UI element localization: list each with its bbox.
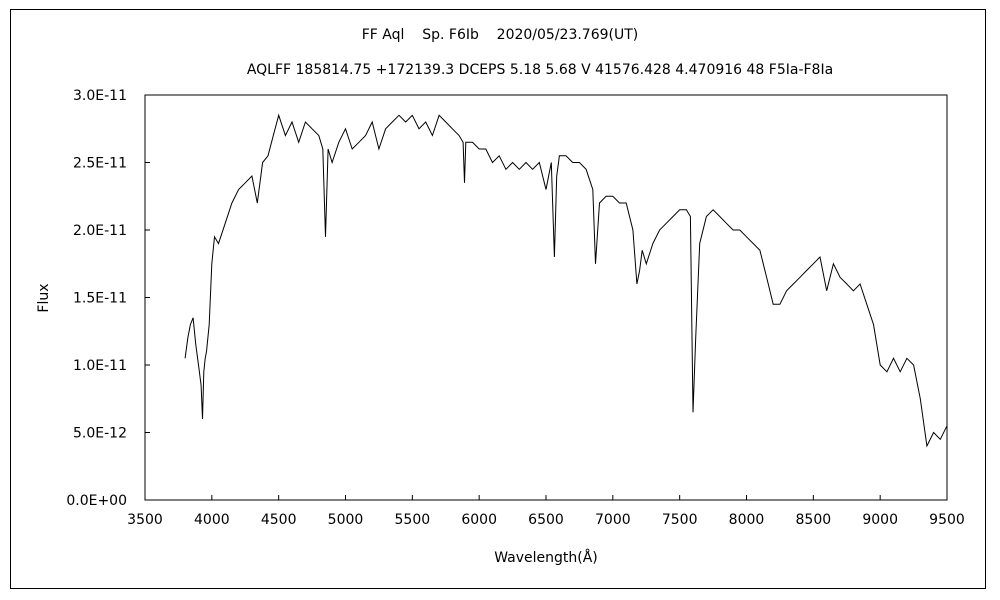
y-tick-label: 5.0E-12 (73, 426, 127, 442)
y-axis-label: Flux (36, 283, 52, 312)
x-tick-label: 4000 (194, 512, 230, 528)
y-axis: 0.0E+00 5.0E-12 1.0E-11 1.5E-11 2.0E-11 2.5E-… (66, 88, 150, 509)
chart-subtitle: AQLFF 185814.75 +172139.3 DCEPS 5.18 5.6… (246, 62, 834, 78)
y-tick-label: 2.5E-11 (73, 156, 127, 172)
y-tick-label: 3.0E-11 (73, 88, 127, 104)
x-tick-label: 4500 (261, 512, 297, 528)
chart-title: FF Aql Sp. F6Ib 2020/05/23.769(UT) (361, 27, 639, 43)
x-axis: 3500 4000 4500 5000 5500 6000 6500 7000 7500 8000… (127, 495, 965, 528)
x-tick-label: 8500 (796, 512, 832, 528)
spectrum-line (184, 113, 948, 448)
chart-frame (10, 9, 986, 589)
y-tick-label: 2.0E-11 (73, 223, 127, 239)
y-tick-label: 1.5E-11 (73, 291, 127, 307)
x-tick-label: 5000 (328, 512, 364, 528)
x-tick-label: 9500 (929, 512, 965, 528)
x-tick-label: 6000 (461, 512, 497, 528)
x-tick-label: 6500 (528, 512, 564, 528)
x-tick-label: 7000 (595, 512, 631, 528)
plot-area (144, 94, 948, 501)
x-tick-label: 7500 (662, 512, 698, 528)
x-tick-label: 3500 (127, 512, 163, 528)
y-tick-label: 1.0E-11 (73, 358, 127, 374)
y-tick-label: 0.0E+00 (66, 493, 127, 509)
x-axis-label: Wavelength(Å) (494, 549, 598, 566)
x-tick-label: 9000 (862, 512, 898, 528)
x-tick-label: 8000 (729, 512, 765, 528)
x-tick-label: 5500 (395, 512, 431, 528)
